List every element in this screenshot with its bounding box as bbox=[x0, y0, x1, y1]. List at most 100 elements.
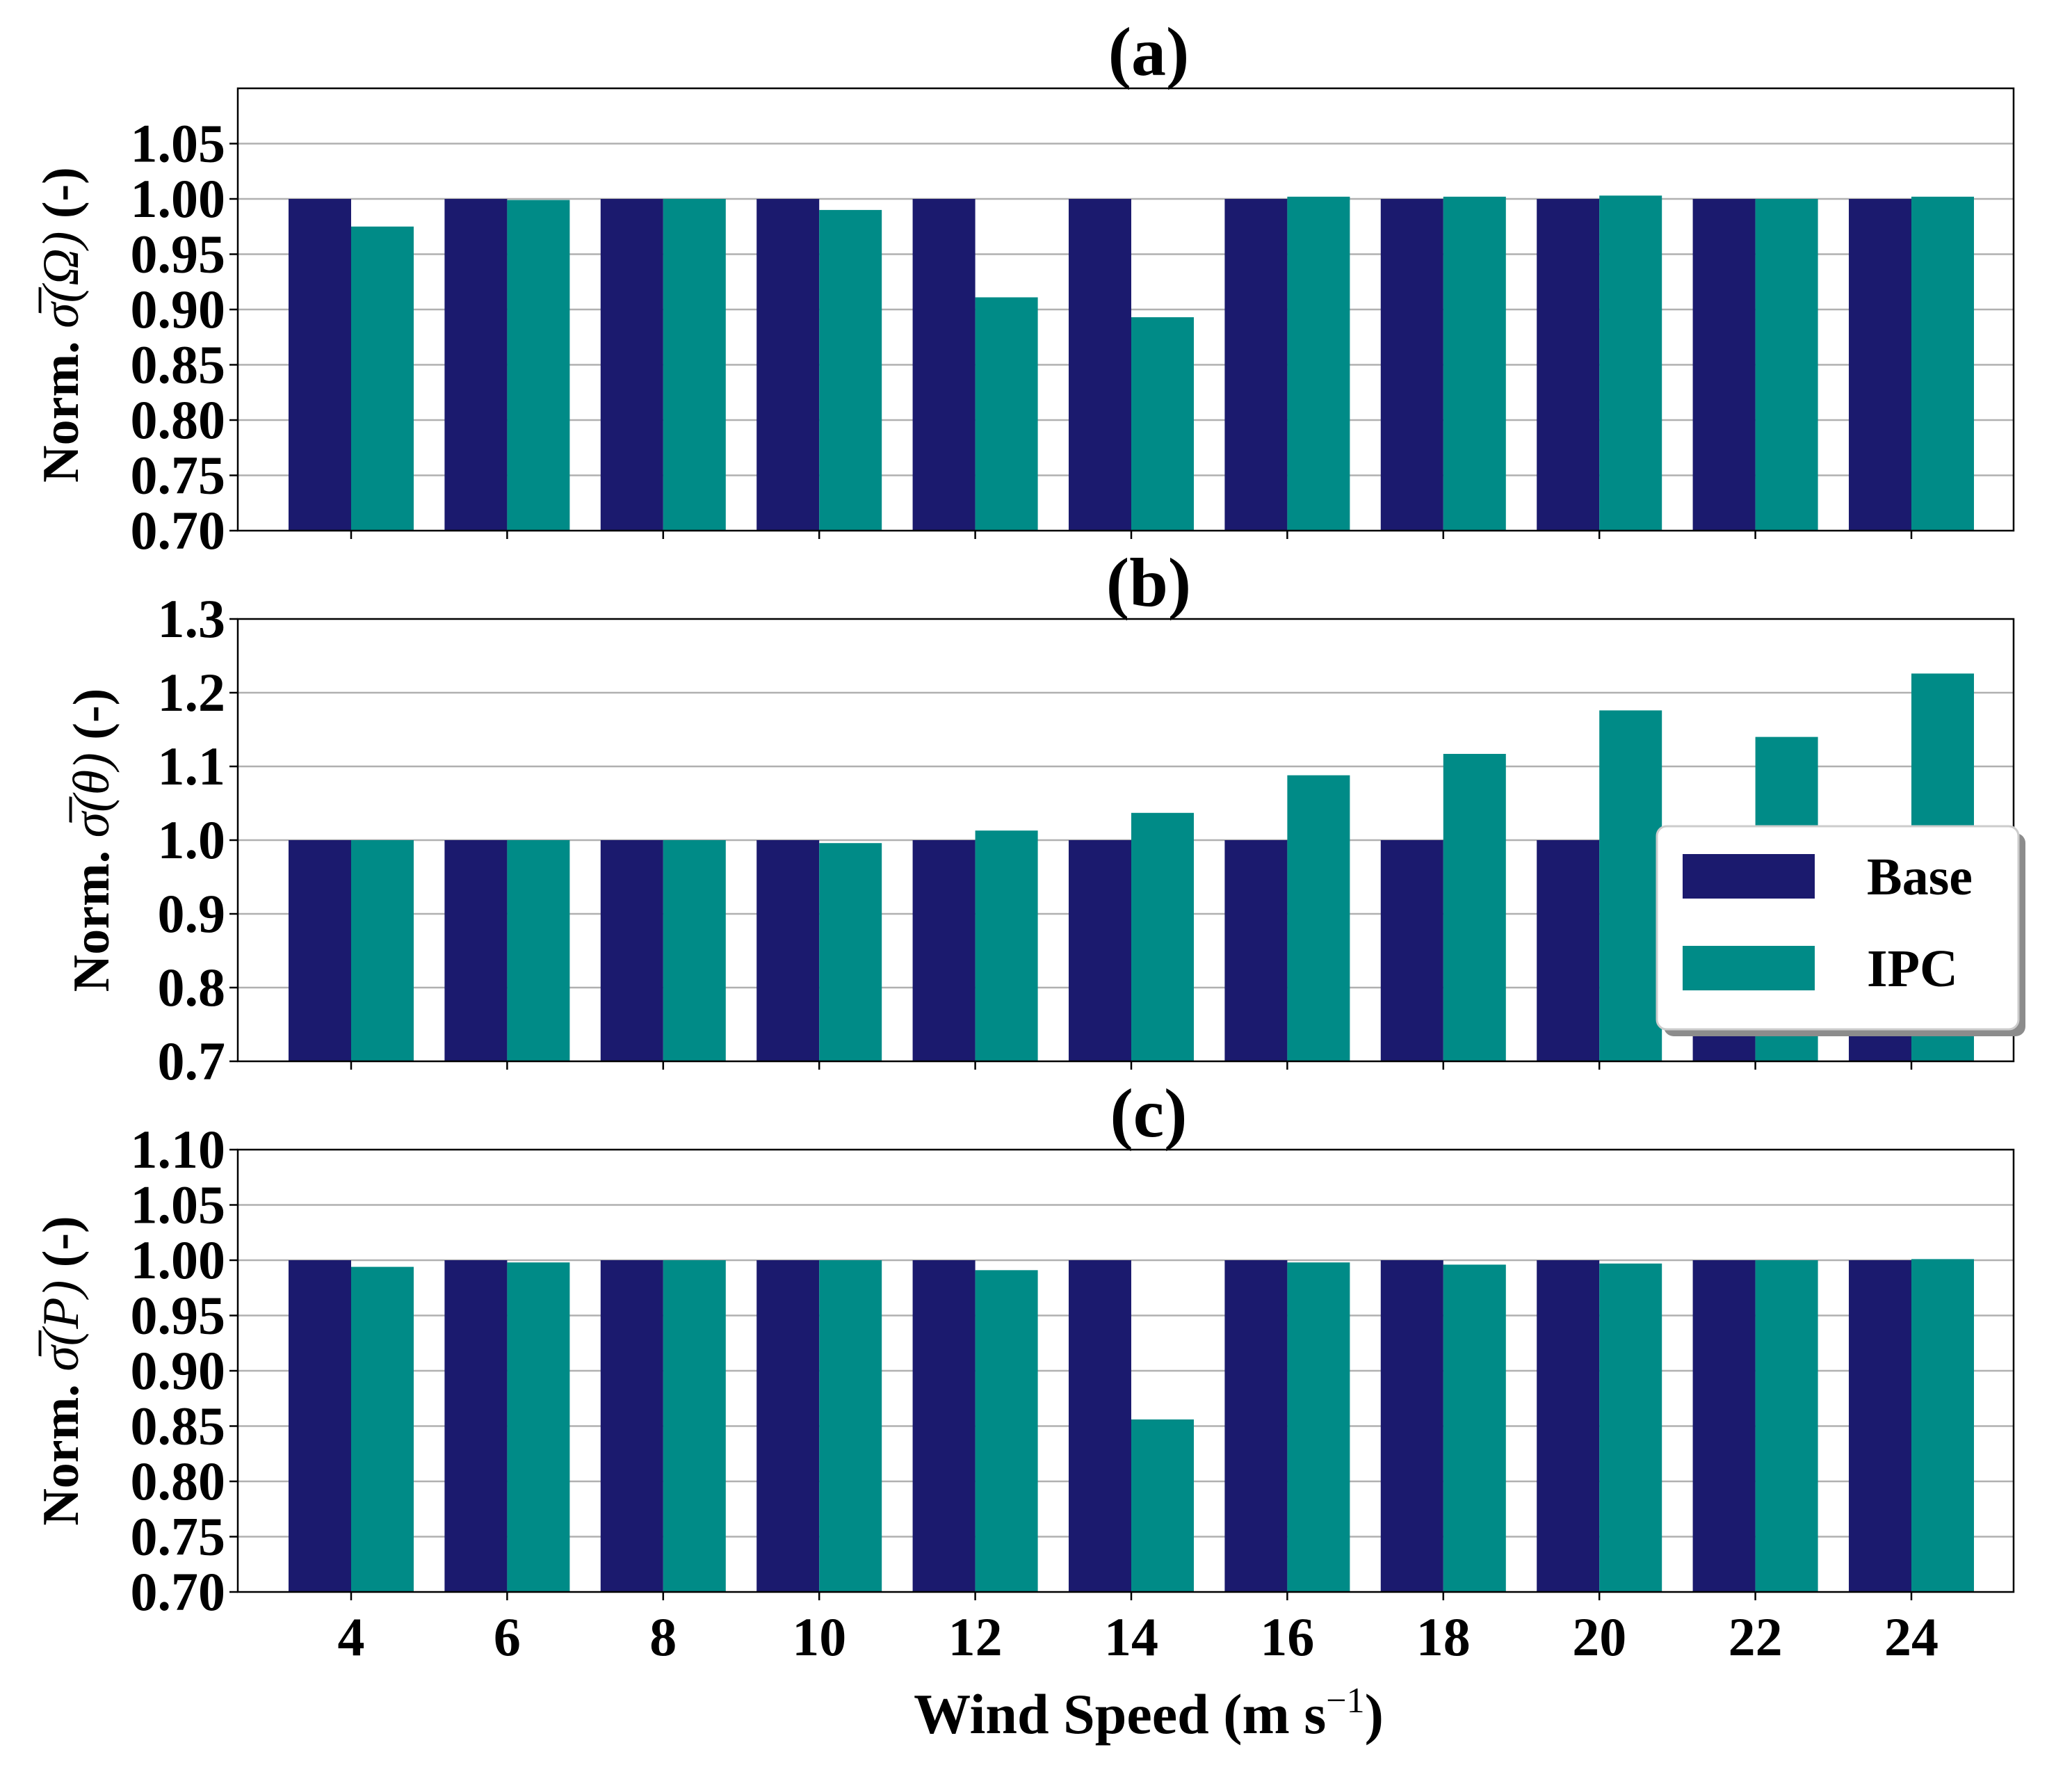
panel-c-bar-ipc bbox=[1443, 1264, 1506, 1592]
panel-c-bars bbox=[289, 1259, 1974, 1592]
panel-a-xticks bbox=[350, 531, 1913, 539]
panel-b-bar-ipc bbox=[1443, 753, 1506, 1061]
panel-b-xticks bbox=[350, 1061, 1913, 1070]
panel-a-ylabel: Norm. σ̅(Ω) (-) bbox=[33, 167, 90, 483]
panel-a-bar-ipc bbox=[1443, 196, 1506, 531]
legend: Base IPC bbox=[1656, 825, 2025, 1036]
panel-c-ylabel-suffix: (-) bbox=[33, 1216, 90, 1280]
panel-b-ylabel-prefix: Norm. bbox=[63, 837, 120, 992]
panel-b-bar-ipc bbox=[1287, 775, 1350, 1061]
panel-b-ylabel: Norm. σ̅(θ) (-) bbox=[63, 689, 120, 992]
panel-a-bar-ipc bbox=[819, 209, 882, 531]
panel-c-bar-ipc bbox=[1911, 1259, 1974, 1592]
panel-a-ytick-label: 0.85 bbox=[131, 335, 226, 395]
panel-a-yticks: 0.700.750.800.850.900.951.001.05 bbox=[131, 113, 238, 561]
x-tick-label: 8 bbox=[649, 1607, 677, 1667]
panel-c-yticks: 0.700.750.800.850.900.951.001.051.10 bbox=[131, 1119, 238, 1622]
panel-c-bar-base bbox=[756, 1260, 820, 1592]
panel-c-bar-base bbox=[1069, 1260, 1131, 1592]
legend-label-base: Base bbox=[1867, 848, 1973, 906]
x-axis-label-main: Wind Speed (m s bbox=[914, 1682, 1326, 1746]
panel-b-bar-ipc bbox=[507, 840, 570, 1061]
panel-c-title: (c) bbox=[1110, 1075, 1188, 1152]
x-tick-label: 16 bbox=[1260, 1607, 1314, 1667]
panel-c-ytick-label: 1.10 bbox=[131, 1119, 226, 1180]
panel-c-frame bbox=[236, 1148, 2015, 1593]
panel-a-ytick-label: 1.00 bbox=[131, 168, 226, 229]
panel-c-bar-ipc bbox=[975, 1270, 1038, 1592]
panel-c: (c) 0.700.750.800.850.900.951.001.051.10… bbox=[33, 1075, 2015, 1622]
legend-label-ipc: IPC bbox=[1867, 940, 1958, 998]
x-tick-labels: 4 6 8 10 12 14 16 18 20 22 24 bbox=[338, 1607, 1939, 1667]
panel-a-ytick-label: 0.75 bbox=[131, 445, 226, 506]
panel-a-bar-base bbox=[912, 199, 976, 531]
panel-a-bar-base bbox=[444, 199, 508, 531]
panel-a-bar-base bbox=[1069, 199, 1131, 531]
panel-a-ytick-label: 0.90 bbox=[131, 279, 226, 339]
panel-c-bar-ipc bbox=[1755, 1260, 1818, 1592]
panel-b-bar-ipc bbox=[351, 840, 414, 1061]
panel-a-bar-base bbox=[1692, 199, 1756, 531]
panel-c-bar-base bbox=[1380, 1260, 1443, 1592]
x-tick-label: 4 bbox=[338, 1607, 365, 1667]
x-tick-label: 22 bbox=[1729, 1607, 1783, 1667]
panel-a-bar-ipc bbox=[351, 226, 414, 531]
x-axis-label-close: ) bbox=[1365, 1682, 1384, 1746]
legend-swatch-ipc bbox=[1683, 946, 1815, 990]
panel-a-ylabel-suffix: (-) bbox=[33, 167, 90, 231]
panel-a-ytick-label: 0.70 bbox=[131, 500, 226, 561]
x-tick-label: 14 bbox=[1104, 1607, 1158, 1667]
panel-a-ytick-label: 1.05 bbox=[131, 113, 226, 174]
x-tick-label: 10 bbox=[792, 1607, 846, 1667]
panel-c-ylabel-prefix: Norm. bbox=[33, 1371, 90, 1526]
legend-swatch-base bbox=[1683, 854, 1815, 899]
panel-b-bar-base bbox=[756, 840, 820, 1061]
panel-c-bar-base bbox=[1849, 1260, 1911, 1592]
panel-b-title: (b) bbox=[1106, 544, 1191, 621]
panel-b-ylabel-suffix: (-) bbox=[63, 689, 120, 753]
panel-a-bar-ipc bbox=[1131, 317, 1194, 531]
panel-a-bar-ipc bbox=[975, 297, 1038, 531]
panel-a-bar-base bbox=[600, 199, 663, 531]
panel-a-bars bbox=[289, 195, 1974, 531]
x-tick-label: 12 bbox=[948, 1607, 1003, 1667]
panel-c-ylabel-symbol: σ̅(P) bbox=[33, 1280, 90, 1371]
x-tick-label: 20 bbox=[1572, 1607, 1626, 1667]
panel-b-bar-base bbox=[1069, 840, 1131, 1061]
panel-c-bar-base bbox=[1692, 1260, 1756, 1592]
panel-b-bar-ipc bbox=[975, 830, 1038, 1061]
panel-b-bar-ipc bbox=[1599, 710, 1662, 1061]
panel-c-ylabel: Norm. σ̅(P) (-) bbox=[33, 1216, 90, 1525]
panel-a-bar-ipc bbox=[1755, 199, 1818, 531]
panel-c-bar-ipc bbox=[351, 1266, 414, 1592]
x-tick-label: 18 bbox=[1416, 1607, 1471, 1667]
panel-c-bar-ipc bbox=[1287, 1262, 1350, 1592]
x-axis-label: Wind Speed (m s−1) bbox=[914, 1681, 1384, 1746]
panel-c-ytick-label: 1.00 bbox=[131, 1230, 226, 1290]
panel-b-bar-ipc bbox=[819, 843, 882, 1061]
panel-b-bar-base bbox=[1224, 840, 1288, 1061]
panel-a-title: (a) bbox=[1108, 13, 1190, 90]
panel-a-ylabel-prefix: Norm. bbox=[33, 328, 90, 483]
panel-c-bar-ipc bbox=[1599, 1263, 1662, 1592]
panel-a-bar-ipc bbox=[1287, 196, 1350, 531]
panel-c-ytick-label: 0.70 bbox=[131, 1561, 226, 1622]
x-tick-label: 24 bbox=[1884, 1607, 1939, 1667]
panel-a-bar-base bbox=[1224, 199, 1288, 531]
panel-c-ytick-label: 0.85 bbox=[131, 1396, 226, 1456]
panel-b-ytick-label: 1.2 bbox=[158, 662, 226, 723]
panel-a-bar-base bbox=[289, 199, 351, 531]
panel-b-ylabel-symbol: σ̅(θ) bbox=[63, 753, 120, 837]
panel-a-bar-base bbox=[1849, 199, 1911, 531]
panel-c-bar-base bbox=[912, 1260, 976, 1592]
panel-b-bar-ipc bbox=[663, 840, 726, 1061]
panel-b-bar-base bbox=[1380, 840, 1443, 1061]
panel-b-bar-ipc bbox=[1131, 812, 1194, 1061]
panel-b-yticks: 0.7 0.8 0.9 1.0 1.1 1.2 1.3 bbox=[158, 588, 238, 1091]
panel-c-bar-base bbox=[1537, 1260, 1600, 1592]
panel-b-bar-base bbox=[600, 840, 663, 1061]
panel-b-bars bbox=[289, 673, 1974, 1061]
panel-a-frame bbox=[236, 87, 2015, 532]
panel-c-ytick-label: 1.05 bbox=[131, 1175, 226, 1235]
